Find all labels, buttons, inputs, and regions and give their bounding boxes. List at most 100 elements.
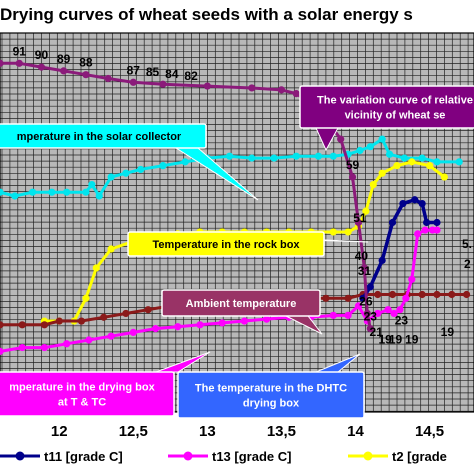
data-label: 89 bbox=[57, 52, 71, 66]
series-point-dhtc bbox=[354, 302, 363, 310]
series-point-humidity bbox=[129, 78, 137, 86]
series-point-dhtc bbox=[85, 336, 93, 344]
annotation-text: Temperature in the rock box bbox=[152, 239, 300, 251]
series-point-humidity bbox=[0, 59, 4, 67]
series-point-humidity bbox=[363, 309, 371, 318]
annotation-box bbox=[127, 231, 325, 257]
series-point-collector bbox=[385, 150, 394, 158]
legend-item: t13 [grade C] bbox=[168, 449, 291, 464]
series-point-collector bbox=[107, 173, 115, 181]
series-point-dhtc bbox=[414, 230, 422, 238]
series-point-ambient bbox=[77, 317, 86, 325]
data-label: 82 bbox=[184, 69, 198, 83]
series-point-collector bbox=[137, 165, 145, 174]
series-point-humidity bbox=[104, 74, 112, 83]
series-point-collector bbox=[378, 135, 386, 143]
series-point-rockbox bbox=[362, 207, 370, 215]
x-tick-label: 13 bbox=[199, 423, 216, 440]
series-point-collector bbox=[28, 188, 37, 196]
series-point-dhtc bbox=[218, 319, 226, 327]
data-label: 19 bbox=[378, 332, 392, 346]
data-label: 26 bbox=[359, 294, 373, 308]
x-tick-label: 13,5 bbox=[267, 423, 296, 440]
series-point-dhtc bbox=[196, 321, 204, 329]
data-label: 19 bbox=[389, 332, 403, 346]
series-point-ambient bbox=[448, 290, 456, 299]
series-point-rockbox bbox=[369, 181, 377, 189]
series-point-collector bbox=[270, 154, 278, 162]
series-point-dhtc bbox=[107, 332, 115, 340]
series-point-dhtc bbox=[374, 309, 382, 318]
annotation-rockbox: Temperature in the rock box bbox=[127, 231, 369, 257]
annotation-box bbox=[299, 85, 474, 129]
series-point-humidity bbox=[82, 71, 90, 79]
series-point-humidity bbox=[337, 135, 345, 143]
data-label: 85 bbox=[146, 65, 160, 79]
series-point-ambient bbox=[0, 321, 4, 329]
data-label: 91 bbox=[13, 44, 27, 58]
series-point-humidity bbox=[366, 325, 374, 333]
x-tick-label: 14,5 bbox=[415, 423, 444, 440]
series-point-collector bbox=[88, 181, 96, 189]
data-label: 59 bbox=[346, 158, 360, 172]
series-point-ambient bbox=[55, 317, 63, 325]
series-point-collector bbox=[433, 158, 441, 166]
series-point-rockbox bbox=[408, 158, 416, 166]
annotation-ambient: Ambient temperature bbox=[161, 289, 323, 335]
series-point-humidity bbox=[348, 173, 357, 181]
series-point-collector bbox=[366, 143, 374, 151]
series-point-t11 bbox=[359, 294, 367, 302]
series-point-rockbox bbox=[82, 294, 90, 302]
x-tick-label: 12,5 bbox=[119, 423, 148, 440]
series-point-rockbox bbox=[440, 173, 448, 181]
series-point-rockbox bbox=[425, 162, 434, 170]
series-point-dhtc bbox=[129, 328, 137, 337]
series-point-collector bbox=[122, 169, 130, 177]
series-point-dhtc bbox=[384, 306, 392, 314]
series-point-dhtc bbox=[174, 323, 182, 331]
data-label: 87 bbox=[127, 63, 141, 77]
series-point-collector bbox=[356, 146, 364, 155]
series-point-ambient bbox=[418, 290, 426, 299]
series-point-collector bbox=[225, 152, 234, 160]
series-point-dhtc bbox=[344, 311, 352, 319]
series-point-collector bbox=[292, 152, 300, 160]
series-point-collector bbox=[314, 152, 323, 160]
series-point-humidity bbox=[292, 90, 300, 98]
series-point-collector bbox=[63, 188, 71, 196]
series-point-humidity bbox=[60, 67, 68, 75]
series-point-dhtc bbox=[390, 309, 398, 318]
annotation-dryingbox: mperature in the drying box at T & TC bbox=[0, 351, 211, 417]
annotation-text: Ambient temperature bbox=[186, 298, 297, 310]
series-point-collector bbox=[11, 192, 19, 200]
series-point-humidity bbox=[159, 80, 167, 88]
series-point-ambient bbox=[144, 306, 152, 314]
series-point-dhtc bbox=[151, 325, 160, 333]
annotation-text: at T & TC bbox=[58, 397, 106, 409]
data-label: 19 bbox=[441, 325, 455, 339]
series-point-t11 bbox=[366, 283, 374, 291]
legend-label: t11 [grade C] bbox=[44, 449, 123, 464]
series-point-dhtc bbox=[396, 306, 404, 314]
annotation-box bbox=[0, 371, 175, 417]
series-point-dhtc bbox=[402, 294, 410, 302]
data-label: 31 bbox=[358, 264, 372, 278]
series-point-ambient bbox=[462, 290, 471, 299]
data-label: 23 bbox=[395, 313, 409, 327]
annotation-text: drying box bbox=[243, 398, 300, 410]
legend-item: t2 [grade bbox=[348, 449, 447, 464]
annotation-text: The temperature in the DHTC bbox=[195, 383, 347, 395]
series-point-dhtc bbox=[40, 343, 49, 352]
series-point-ambient bbox=[40, 321, 49, 329]
series-point-dhtc bbox=[329, 311, 337, 319]
data-label: 90 bbox=[35, 48, 49, 62]
series-point-collector bbox=[329, 152, 337, 160]
series-point-dhtc bbox=[18, 343, 26, 352]
data-label: 19 bbox=[405, 332, 419, 346]
series-point-rockbox bbox=[92, 264, 100, 272]
series-point-ambient bbox=[18, 321, 26, 329]
series-point-dhtc bbox=[433, 226, 441, 234]
series-point-t11 bbox=[423, 218, 431, 227]
series-point-dhtc bbox=[263, 315, 271, 323]
